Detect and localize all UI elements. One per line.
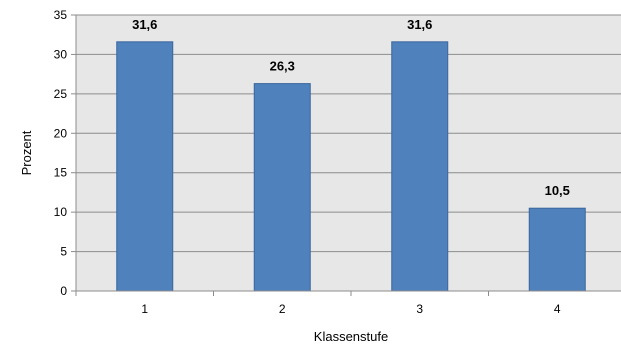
y-tick-label-35: 35: [54, 8, 68, 22]
data-labels: 31,6 26,3 31,6 10,5: [132, 17, 570, 198]
y-tick-label-10: 10: [54, 205, 68, 219]
y-tick-label-15: 15: [54, 166, 68, 180]
x-tick-label-4: 4: [554, 302, 561, 316]
y-axis-title: Prozent: [19, 130, 34, 175]
bar-2: [253, 83, 311, 292]
x-tick-label-1: 1: [141, 302, 148, 316]
x-axis-title: Klassenstufe: [314, 329, 388, 344]
y-axis-ticks: 0 5 10 15 20 25 30 35: [54, 8, 76, 298]
x-tick-label-3: 3: [416, 302, 423, 316]
data-label-4: 10,5: [545, 183, 570, 198]
y-tick-label-20: 20: [54, 126, 68, 140]
bar-3: [391, 41, 449, 292]
x-tick-label-2: 2: [279, 302, 286, 316]
y-tick-label-0: 0: [60, 284, 67, 298]
x-axis-ticks: 1 2 3 4: [75, 291, 561, 316]
data-label-3: 31,6: [407, 17, 432, 32]
y-tick-label-25: 25: [54, 87, 68, 101]
data-label-1: 31,6: [132, 17, 157, 32]
y-tick-label-30: 30: [54, 47, 68, 61]
data-label-2: 26,3: [270, 59, 295, 74]
y-tick-label-5: 5: [60, 245, 67, 259]
bar-1: [116, 41, 174, 292]
bar-4: [528, 207, 586, 292]
